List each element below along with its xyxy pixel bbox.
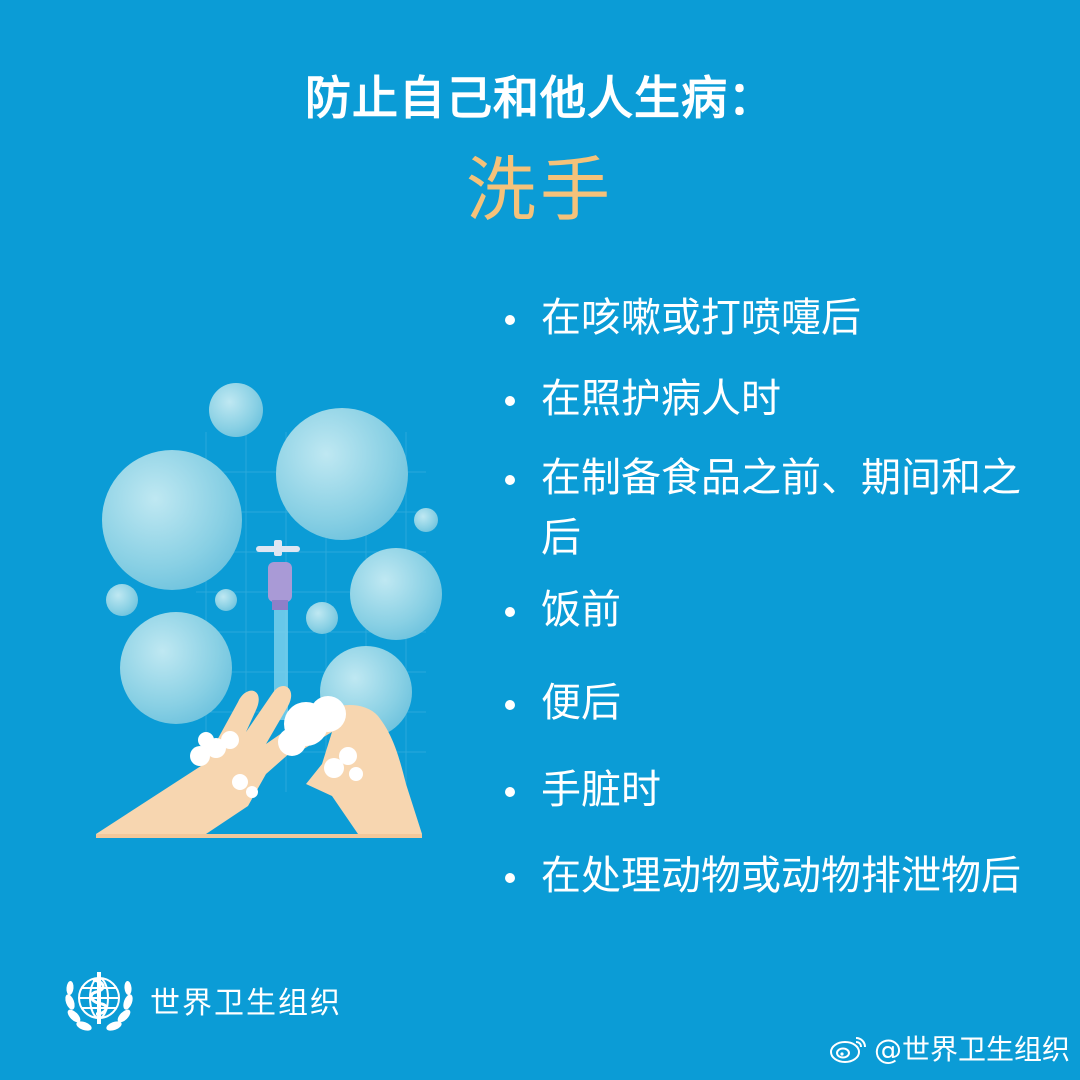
bullet-icon [505,787,515,797]
weibo-icon [829,1037,866,1063]
list-item: 手脏时 [505,760,1025,820]
list-item: 在照护病人时 [505,369,1025,429]
list-item: 饭前 [505,580,1025,640]
list-item: 便后 [505,673,1025,733]
list-item: 在咳嗽或打喷嚏后 [505,288,1025,348]
bullet-icon [505,315,515,325]
page-subtitle: 洗手 [466,149,614,231]
bullet-icon [505,607,515,617]
page-title: 防止自己和他人生病： [305,71,775,125]
handwashing-times-list: 在咳嗽或打喷嚏后 在照护病人时 在制备食品之前、期间和之后 饭前 便后 手脏时 … [505,288,1025,906]
list-item: 在处理动物或动物排泄物后 [505,846,1025,906]
bullet-icon [505,475,515,485]
weibo-handle: @世界卫生组织 [873,1033,1070,1066]
weibo-watermark: @世界卫生组织 [828,1028,1070,1068]
who-emblem-icon [65,972,133,1031]
list-item: 在制备食品之前、期间和之后 [505,448,1025,568]
bullet-icon [505,700,515,710]
who-logo: 世界卫生组织 [60,962,342,1038]
bullet-icon [505,873,515,883]
handwashing-illustration-icon [96,383,442,838]
org-name: 世界卫生组织 [150,986,342,1021]
bullet-icon [505,396,515,406]
